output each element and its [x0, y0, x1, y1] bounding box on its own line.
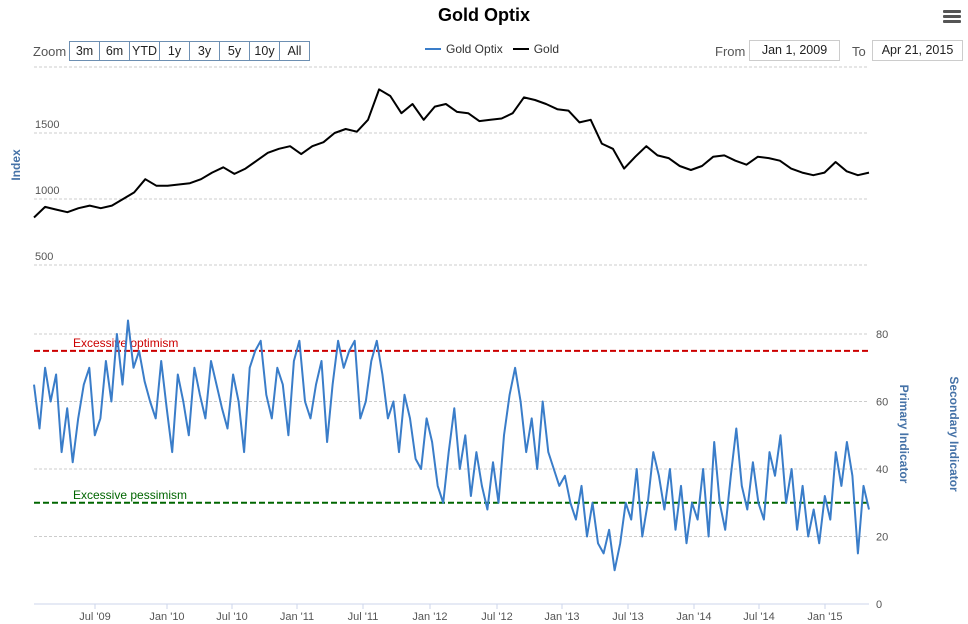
y-tick-label: 0 [876, 599, 882, 611]
zoom-1y-button[interactable]: 1y [160, 42, 190, 60]
x-tick-label: Jul '14 [743, 611, 774, 623]
x-tick-label: Jan '14 [676, 611, 711, 623]
x-tick-label: Jul '11 [348, 611, 379, 623]
y-tick-label: 500 [35, 251, 53, 263]
x-tick-label: Jul '09 [79, 611, 110, 623]
zoom-3m-button[interactable]: 3m [70, 42, 100, 60]
y-tick-label: 40 [876, 464, 888, 476]
y-tick-label: 1000 [35, 185, 59, 197]
x-tick-label: Jan '11 [280, 611, 314, 623]
x-tick-label: Jan '12 [412, 611, 447, 623]
from-date-input[interactable]: Jan 1, 2009 [749, 40, 840, 61]
zoom-label: Zoom [33, 44, 67, 59]
zoom-6m-button[interactable]: 6m [100, 42, 130, 60]
x-tick-label: Jul '12 [481, 611, 512, 623]
index-axis-title: Index [9, 149, 23, 181]
x-tick-label: Jan '13 [544, 611, 579, 623]
zoom-3y-button[interactable]: 3y [190, 42, 220, 60]
zoom-all-button[interactable]: All [280, 42, 309, 60]
legend-label: Gold [533, 42, 560, 56]
y-tick-label: 80 [876, 329, 888, 341]
gold-series-line [33, 88, 870, 219]
legend: Gold Optix Gold [425, 42, 559, 56]
zoom-5y-button[interactable]: 5y [220, 42, 250, 60]
menu-icon[interactable] [943, 10, 961, 24]
legend-item-gold-optix[interactable]: Gold Optix [425, 42, 503, 56]
zoom-ytd-button[interactable]: YTD [130, 42, 160, 60]
to-date-input[interactable]: Apr 21, 2015 [872, 40, 963, 61]
x-tick-label: Jan '10 [149, 611, 184, 623]
zoom-buttons: 3m 6m YTD 1y 3y 5y 10y All [69, 41, 310, 61]
y-tick-label: 60 [876, 397, 888, 409]
chart-title: Gold Optix [438, 5, 530, 25]
primary-axis-title: Primary Indicator [897, 385, 911, 484]
x-tick-label: Jan '15 [807, 611, 842, 623]
zoom-10y-button[interactable]: 10y [250, 42, 280, 60]
secondary-axis-title: Secondary Indicator [947, 376, 961, 492]
gold-optix-series-line [33, 319, 870, 572]
y-tick-label: 20 [876, 532, 888, 544]
y-tick-label: 1500 [35, 119, 59, 131]
legend-label: Gold Optix [446, 42, 503, 56]
x-tick-label: Jul '13 [612, 611, 643, 623]
x-tick-label: Jul '10 [216, 611, 247, 623]
from-label: From [715, 44, 746, 59]
to-label: To [852, 44, 866, 59]
legend-item-gold[interactable]: Gold [512, 42, 560, 56]
annotation-label: Excessive pessimism [73, 488, 187, 502]
